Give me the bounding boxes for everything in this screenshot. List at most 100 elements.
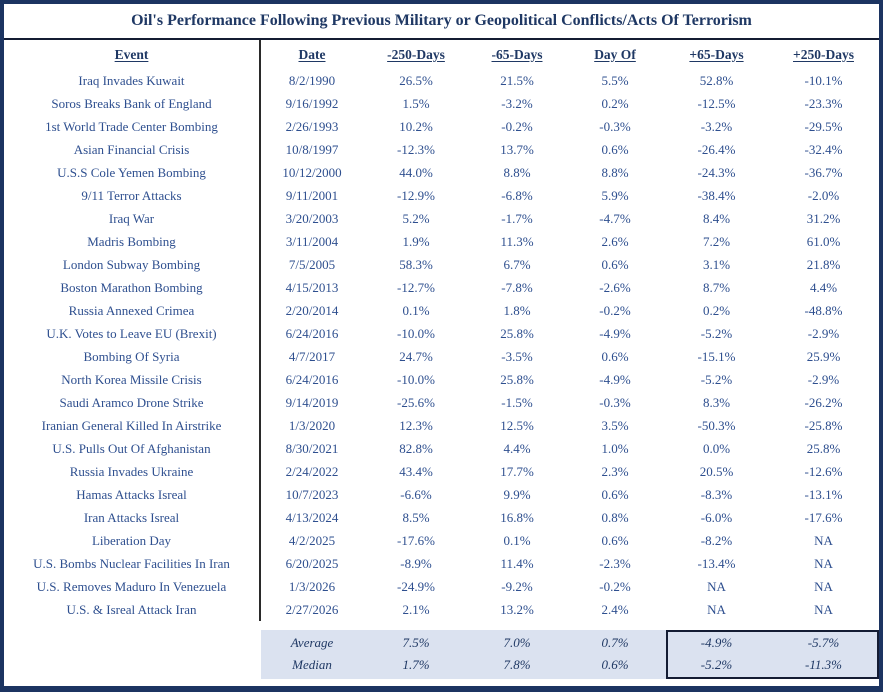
value-cell: -8.9%	[400, 555, 432, 571]
event-cell: Russia Annexed Crimea	[4, 299, 261, 322]
value-cell: NA	[814, 578, 833, 594]
event-cell: U.S. & Isreal Attack Iran	[4, 598, 261, 621]
value-cell: 8.7%	[702, 279, 731, 295]
value-cell: 10.2%	[399, 118, 433, 134]
value-cell: 0.1%	[503, 532, 531, 548]
value-cell: -29.5%	[804, 118, 843, 134]
event-cell: Soros Breaks Bank of England	[4, 92, 261, 115]
value-cell: 13.7%	[500, 141, 534, 157]
value-cell: 1.8%	[503, 302, 531, 318]
value-cell: -9.2%	[501, 578, 533, 594]
value-cell: -4.9%	[599, 325, 631, 341]
value-cell: 1.0%	[601, 440, 629, 456]
value-cell: 58.3%	[399, 256, 433, 272]
summary-value-cell: 7.8%	[503, 657, 531, 672]
value-cell: -2.9%	[807, 325, 840, 341]
table-row: Madris Bombing 3/11/2004 1.9% 11.3% 2.6% 7.2%…	[4, 230, 879, 253]
value-cell: -17.6%	[804, 509, 843, 525]
table-row: Boston Marathon Bombing 4/15/2013 -12.7% -7…	[4, 276, 879, 299]
value-cell: 17.7%	[500, 463, 534, 479]
value-cell: -2.6%	[599, 279, 631, 295]
summary-value-cell: 0.7%	[601, 635, 629, 650]
date-cell: 4/2/2025	[288, 532, 336, 548]
value-cell: -26.2%	[804, 394, 843, 410]
date-cell: 4/13/2024	[285, 509, 339, 525]
date-cell: 3/20/2003	[285, 210, 339, 226]
column-header-65-days: +65-Days	[689, 46, 744, 62]
value-cell: 43.4%	[399, 463, 433, 479]
table-row: Iraq Invades Kuwait 8/2/1990 26.5% 21.5% 5.5…	[4, 69, 879, 92]
value-cell: 9.9%	[503, 486, 531, 502]
value-cell: -5.2%	[700, 325, 733, 341]
value-cell: 61.0%	[806, 233, 841, 249]
value-cell: NA	[707, 578, 726, 594]
table-row: London Subway Bombing 7/5/2005 58.3% 6.7% 0.…	[4, 253, 879, 276]
value-cell: -3.2%	[700, 118, 733, 134]
value-cell: 0.6%	[601, 532, 629, 548]
date-cell: 4/7/2017	[288, 348, 336, 364]
value-cell: -0.3%	[599, 394, 631, 410]
value-cell: -26.4%	[697, 141, 736, 157]
date-cell: 8/30/2021	[285, 440, 339, 456]
value-cell: -4.9%	[599, 371, 631, 387]
event-cell: U.S.S Cole Yemen Bombing	[4, 161, 261, 184]
date-cell: 2/20/2014	[285, 302, 339, 318]
date-cell: 6/20/2025	[285, 555, 339, 571]
event-cell: Iraq War	[4, 207, 261, 230]
value-cell: -12.3%	[397, 141, 435, 157]
value-cell: -13.1%	[804, 486, 843, 502]
date-cell: 10/12/2000	[282, 164, 342, 180]
value-cell: NA	[814, 555, 833, 571]
table-header: Event Date -250-Days -65-Days Day Of +65-Days…	[4, 40, 879, 69]
value-cell: 25.8%	[500, 325, 534, 341]
table-row: Asian Financial Crisis 10/8/1997 -12.3% 13.…	[4, 138, 879, 161]
event-cell: Hamas Attacks Isreal	[4, 483, 261, 506]
date-cell: 7/5/2005	[288, 256, 336, 272]
value-cell: 8.3%	[702, 394, 731, 410]
value-cell: 5.5%	[601, 72, 629, 88]
summary-value-cell: 7.5%	[402, 635, 430, 650]
value-cell: 2.1%	[402, 601, 430, 617]
table-row: 9/11 Terror Attacks 9/11/2001 -12.9% -6.8% 5…	[4, 184, 879, 207]
value-cell: 3.5%	[601, 417, 629, 433]
event-cell: Saudi Aramco Drone Strike	[4, 391, 261, 414]
value-cell: -7.8%	[501, 279, 533, 295]
value-cell: 6.7%	[503, 256, 531, 272]
value-cell: -25.6%	[397, 394, 435, 410]
event-cell: Madris Bombing	[4, 230, 261, 253]
value-cell: 25.8%	[500, 371, 534, 387]
date-cell: 8/2/1990	[288, 72, 336, 88]
value-cell: -6.6%	[400, 486, 432, 502]
summary-value-cell: 1.7%	[402, 657, 430, 672]
value-cell: -6.0%	[700, 509, 733, 525]
value-cell: -10.1%	[804, 72, 843, 88]
summary-label: Median	[292, 657, 332, 672]
value-cell: -3.2%	[501, 95, 533, 111]
value-cell: 11.3%	[500, 233, 534, 249]
value-cell: 1.9%	[402, 233, 430, 249]
date-cell: 6/24/2016	[285, 325, 339, 341]
date-cell: 3/11/2004	[285, 233, 339, 249]
page-title: Oil's Performance Following Previous Mil…	[4, 4, 879, 40]
value-cell: -12.9%	[397, 187, 435, 203]
table-row: Iran Attacks Isreal 4/13/2024 8.5% 16.8% 0.8…	[4, 506, 879, 529]
value-cell: -13.4%	[697, 555, 736, 571]
table-row: Russia Annexed Crimea 2/20/2014 0.1% 1.8% -0…	[4, 299, 879, 322]
value-cell: NA	[707, 601, 726, 617]
column-header-250-days: +250-Days	[793, 46, 854, 62]
value-cell: 13.2%	[500, 601, 534, 617]
value-cell: 0.1%	[402, 302, 430, 318]
value-cell: -0.2%	[599, 302, 631, 318]
table-row: Bombing Of Syria 4/7/2017 24.7% -3.5% 0.6% -1…	[4, 345, 879, 368]
value-cell: NA	[814, 601, 833, 617]
value-cell: -38.4%	[697, 187, 736, 203]
event-cell: Asian Financial Crisis	[4, 138, 261, 161]
value-cell: -0.2%	[599, 578, 631, 594]
value-cell: 0.8%	[601, 509, 629, 525]
value-cell: -15.1%	[697, 348, 736, 364]
value-cell: 8.4%	[702, 210, 731, 226]
value-cell: 52.8%	[699, 72, 734, 88]
value-cell: -25.8%	[804, 417, 843, 433]
column-header-day-of: Day Of	[594, 46, 636, 62]
